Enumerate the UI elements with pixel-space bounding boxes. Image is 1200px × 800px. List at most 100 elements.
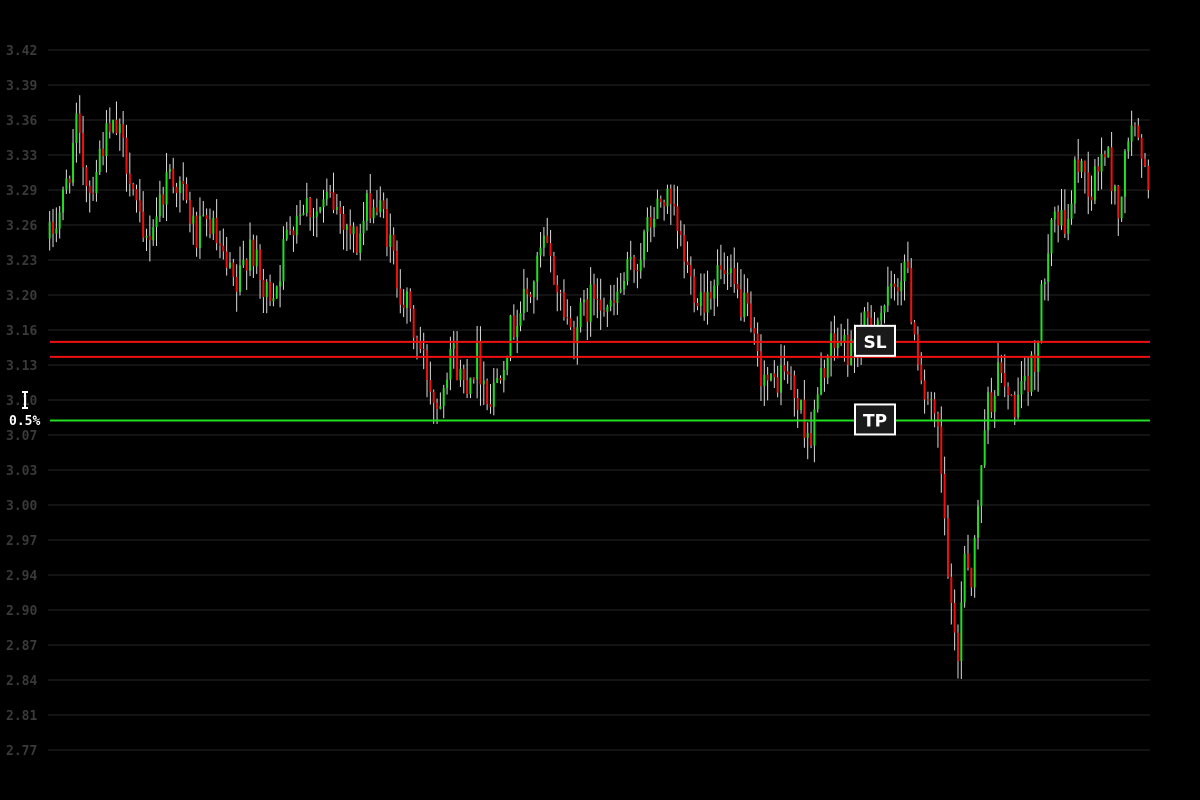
candle-up [98,148,101,173]
candle-up [1100,154,1103,172]
candle-up [997,362,1000,396]
candle-down [749,303,752,328]
candle-up [469,377,472,394]
candle-up [1043,282,1046,285]
candle-up [836,342,839,349]
candle-up [65,178,68,190]
candle-up [542,235,545,248]
candle-up [1053,211,1056,220]
candle-down [940,426,943,474]
candle-down [218,243,221,246]
candle-up [840,342,843,344]
candle-down [385,208,388,247]
candle-down [893,283,896,288]
level-tags[interactable]: SL TP [854,324,896,436]
candle-down [846,334,849,365]
candle-down [559,292,562,294]
y-tick-label: 3.36 [6,114,37,129]
candle-down [546,235,549,244]
candle-down [790,374,793,376]
candle-up [930,399,933,401]
candle-down [486,380,489,405]
candle-up [1107,147,1110,158]
y-tick-label: 3.13 [6,359,37,374]
candle-down [1090,196,1093,201]
candle-down [833,333,836,349]
candle-up [496,378,499,383]
candle-down [269,281,272,302]
candle-down [289,229,292,231]
candle-up [442,388,445,407]
candle-up [843,334,846,343]
candle-up [255,249,258,267]
candle-up [302,213,305,215]
candle-up [806,433,809,438]
candle-up [228,262,231,268]
candle-up [522,288,525,314]
candle-up [903,261,906,282]
candle-up [576,327,579,344]
candle-down [689,264,692,277]
candle-down [1117,185,1120,219]
candle-down [659,198,662,203]
candle-up [820,368,823,395]
candle-down [810,433,813,446]
candle-down [953,602,956,633]
candle-down [175,186,178,193]
y-tick-label: 3.42 [6,44,37,59]
candle-up [532,281,535,298]
candle-up [1023,375,1026,381]
percent-indicator: 0.5% [9,391,40,429]
candle-down [1103,154,1106,158]
candle-up [1020,380,1023,395]
candle-down [1033,354,1036,372]
candle-down [195,215,198,248]
candle-down [426,350,429,381]
candle-up [509,315,512,358]
candle-up [699,292,702,307]
candle-up [482,380,485,385]
candle-down [596,298,599,300]
candle-down [479,341,482,385]
candle-down [68,178,71,183]
candle-down [603,310,606,312]
candle-up [48,221,51,239]
candle-down [489,404,492,407]
candle-down [412,308,415,338]
candle-up [643,231,646,260]
candle-down [259,249,262,280]
candle-down [739,289,742,318]
candle-up [239,265,242,292]
candle-down [1063,209,1066,234]
candle-down [402,304,405,308]
candle-up [459,368,462,381]
candle-up [623,280,626,290]
candle-down [409,291,412,309]
tp-tag-box[interactable] [854,403,896,436]
candle-up [1123,151,1126,197]
candle-down [823,368,826,378]
tp-tag[interactable]: TP [854,403,896,436]
y-tick-label: 3.23 [6,254,37,269]
sl-tag[interactable]: SL [854,324,896,357]
y-tick-label: 3.10 [6,394,37,409]
candle-down [793,375,796,398]
candle-down [1077,159,1080,172]
candle-up [212,217,215,234]
candle-up [706,291,709,313]
candle-down [499,378,502,381]
candle-up [589,284,592,322]
candle-up [492,382,495,407]
sl-tag-box[interactable] [854,324,896,357]
candle-down [766,374,769,381]
candle-down [906,261,909,269]
candle-down [933,399,936,414]
candle-up [726,273,729,275]
candle-up [75,113,78,143]
candle-down [1143,158,1146,166]
candle-up [279,281,282,287]
candle-down [956,632,959,662]
y-tick-label: 3.00 [6,499,37,514]
candle-up [579,302,582,328]
